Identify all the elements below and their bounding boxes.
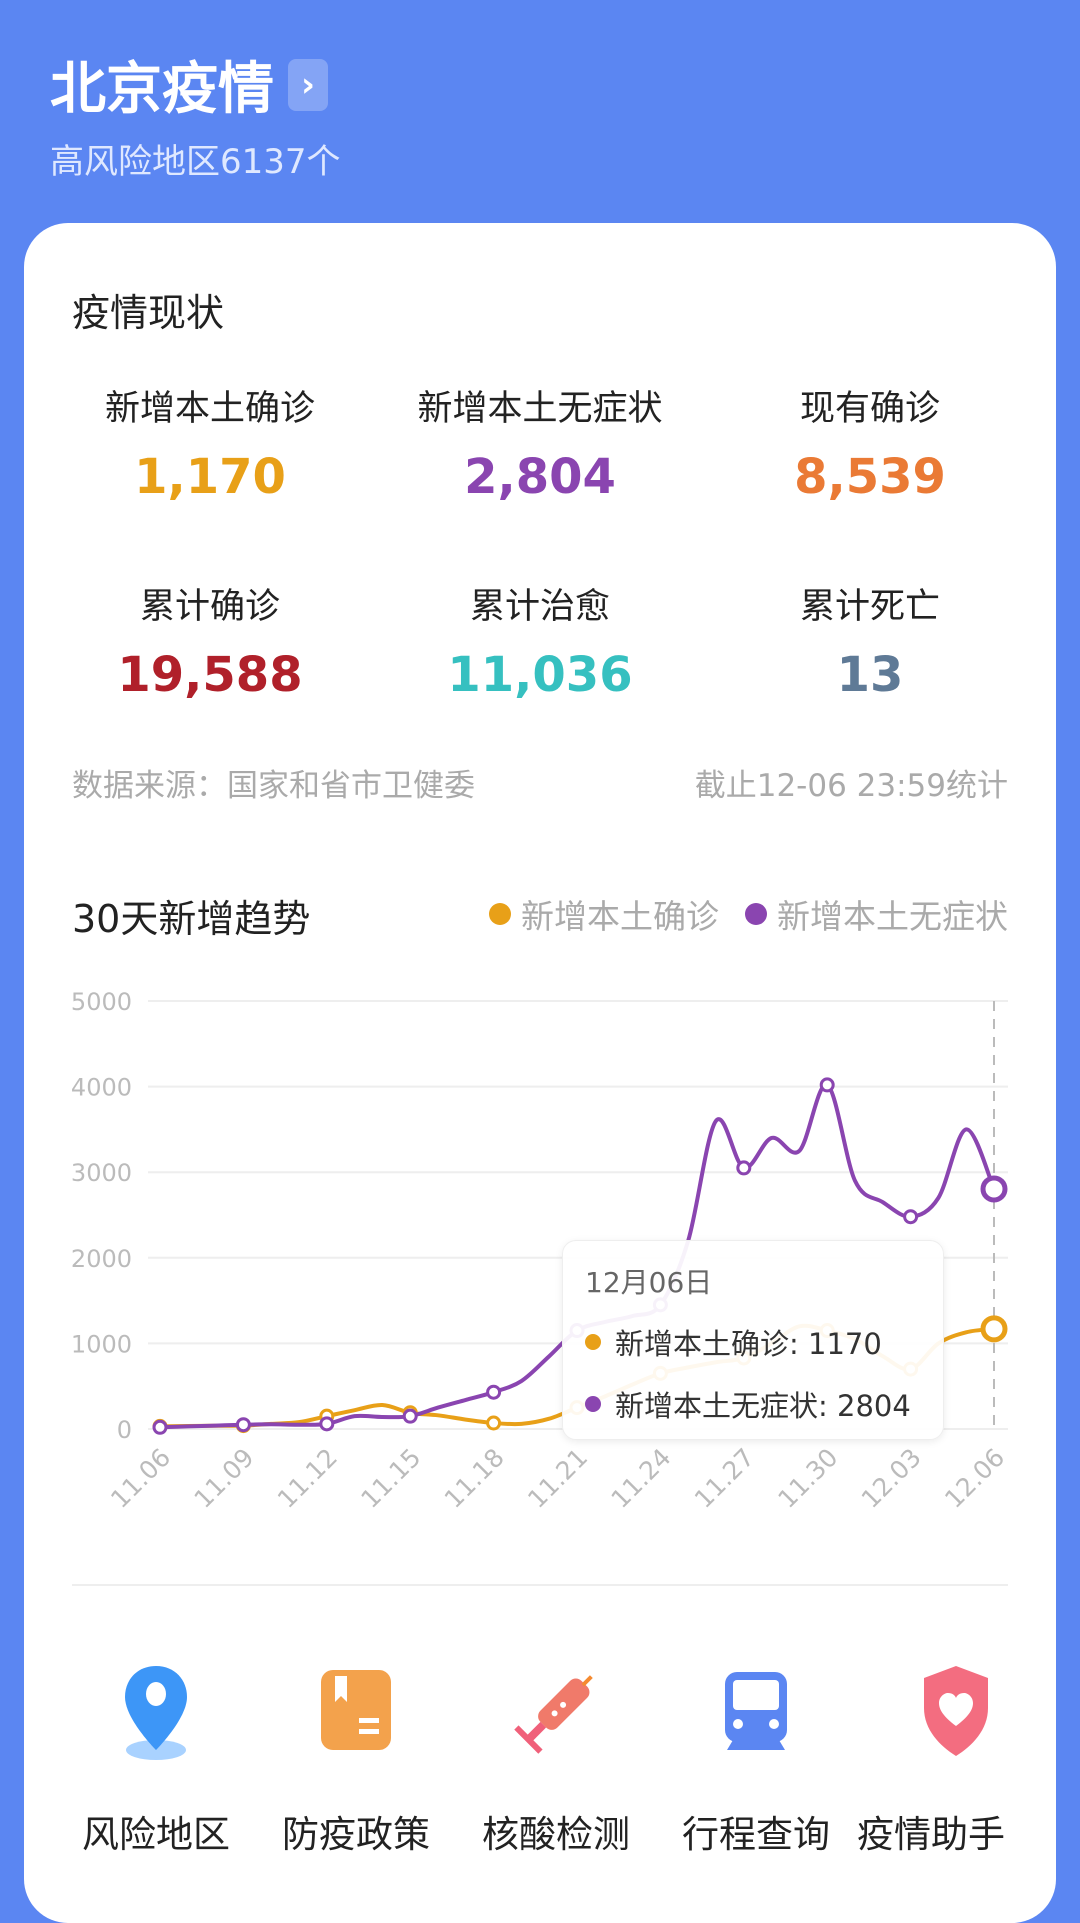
stat-value: 13 (836, 647, 904, 703)
tool-label: 防疫政策 (282, 1813, 430, 1856)
tool-nucleic-test[interactable]: 核酸检测 (456, 1662, 656, 1858)
stat-item: 现有确诊 8,539 (705, 380, 1035, 505)
x-tick-label: 11.21 (522, 1443, 593, 1514)
tooltip-row: 新增本土确诊: 1170 (615, 1327, 882, 1361)
location-pin-icon (125, 1666, 187, 1760)
y-tick-label: 5000 (71, 988, 132, 1016)
status-card (24, 223, 1056, 1923)
data-point (319, 1416, 335, 1432)
tooltip-dot (585, 1396, 601, 1412)
data-point (819, 1077, 835, 1093)
stat-item: 累计确诊 19,588 (45, 578, 375, 703)
stat-label: 累计死亡 (799, 587, 940, 627)
updated-time: 截止12-06 23:59统计 (694, 768, 1008, 804)
y-tick-label: 1000 (71, 1330, 132, 1358)
data-point (903, 1209, 919, 1225)
tool-risk-areas[interactable]: 风险地区 (56, 1662, 256, 1858)
data-point (736, 1160, 752, 1176)
x-tick-label: 11.30 (772, 1443, 843, 1514)
tooltip-date: 12月06日 (585, 1266, 713, 1299)
tool-label: 核酸检测 (482, 1813, 630, 1856)
syringe-icon (514, 1675, 593, 1754)
y-tick-label: 2000 (71, 1245, 132, 1273)
stat-label: 累计确诊 (139, 587, 280, 627)
x-tick-label: 11.24 (606, 1443, 677, 1514)
stat-label: 新增本土无症状 (417, 389, 663, 429)
tool-itinerary[interactable]: 行程查询 (656, 1662, 856, 1858)
tooltip-dot (585, 1334, 601, 1350)
legend-item[interactable]: 新增本土确诊 (489, 890, 719, 938)
stat-item: 新增本土无症状 2,804 (375, 380, 705, 505)
x-tick-label: 11.27 (689, 1443, 760, 1514)
data-point (402, 1408, 418, 1424)
stat-item: 新增本土确诊 1,170 (45, 380, 375, 505)
legend-label: 新增本土确诊 (521, 897, 719, 936)
divider (72, 1584, 1008, 1586)
tool-label: 风险地区 (82, 1813, 230, 1856)
y-tick-label: 0 (117, 1416, 132, 1444)
x-tick-label: 11.18 (439, 1443, 510, 1514)
stat-label: 现有确诊 (799, 389, 940, 429)
y-tick-label: 4000 (71, 1074, 132, 1102)
x-tick-label: 11.15 (355, 1443, 426, 1514)
chevron-right-icon[interactable]: › (288, 58, 328, 111)
x-tick-label: 11.12 (272, 1443, 343, 1514)
stat-value: 2,804 (464, 449, 616, 505)
tooltip-row: 新增本土无症状: 2804 (615, 1389, 911, 1423)
y-tick-label: 3000 (71, 1159, 132, 1187)
x-tick-label: 11.06 (105, 1443, 176, 1514)
data-point (980, 1315, 1008, 1343)
chart-title: 30天新增趋势 (72, 897, 311, 941)
legend-dot (489, 903, 511, 925)
tool-policy[interactable]: 防疫政策 (256, 1662, 456, 1858)
chart-tooltip: 12月06日 新增本土确诊: 1170 新增本土无症状: 2804 (562, 1240, 944, 1440)
page-title[interactable]: 北京疫情 › (50, 44, 328, 125)
stat-value: 19,588 (117, 647, 303, 703)
x-tick-label: 11.09 (189, 1443, 260, 1514)
section-title: 疫情现状 (72, 291, 225, 335)
legend-dot (745, 903, 767, 925)
title-text: 北京疫情 (50, 57, 274, 122)
x-tick-label: 12.03 (856, 1443, 927, 1514)
policy-document-icon (321, 1670, 391, 1750)
stat-item: 累计死亡 13 (705, 578, 1035, 703)
data-point (235, 1417, 251, 1433)
train-icon (725, 1672, 787, 1750)
stat-label: 累计治愈 (469, 587, 610, 627)
data-point (486, 1415, 502, 1431)
chart-legend: 新增本土确诊 新增本土无症状 (489, 890, 1008, 938)
stat-label: 新增本土确诊 (104, 389, 315, 429)
high-risk-count: 高风险地区6137个 (50, 142, 341, 182)
tool-label: 疫情助手 (857, 1813, 1005, 1856)
heart-shield-icon (924, 1666, 988, 1756)
x-tick-label: 12.06 (939, 1443, 1010, 1514)
legend-item[interactable]: 新增本土无症状 (745, 890, 1008, 938)
stat-value: 11,036 (447, 647, 633, 703)
legend-label: 新增本土无症状 (777, 897, 1008, 936)
tool-bar: 风险地区 防疫政策 核酸检测 行程查询 疫情助手 (56, 1662, 1056, 1858)
data-point (152, 1419, 168, 1435)
data-point (486, 1384, 502, 1400)
data-source: 数据来源：国家和省市卫健委 (72, 768, 475, 804)
stat-item: 累计治愈 11,036 (375, 578, 705, 703)
tool-label: 行程查询 (682, 1813, 830, 1856)
stat-value: 1,170 (134, 449, 286, 505)
stat-value: 8,539 (794, 449, 946, 505)
tool-assistant[interactable]: 疫情助手 (856, 1662, 1056, 1858)
data-point (980, 1175, 1008, 1203)
